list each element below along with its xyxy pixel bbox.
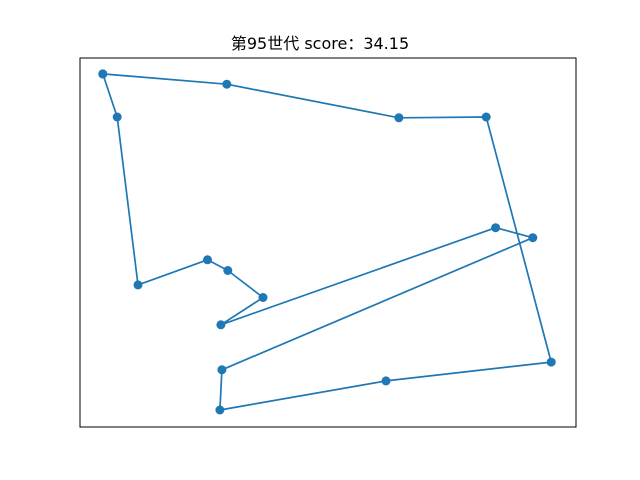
city-point-13 [481,112,491,122]
plot-area-frame [79,57,577,428]
city-point-6 [216,320,226,330]
chart-title: 第95世代 score：34.15 [231,34,409,53]
city-point-5 [258,293,268,302]
city-point-16 [98,69,108,79]
city-point-1 [112,112,122,122]
city-point-3 [203,255,212,265]
city-point-14 [394,113,404,123]
city-point-7 [491,223,501,233]
city-point-12 [546,357,556,367]
city-point-9 [217,365,227,375]
city-point-2 [133,280,143,290]
city-point-11 [381,376,391,386]
city-point-15 [222,79,232,89]
city-point-10 [215,405,225,415]
series-layer [98,69,556,415]
city-point-4 [223,266,233,275]
city-point-8 [528,233,538,243]
